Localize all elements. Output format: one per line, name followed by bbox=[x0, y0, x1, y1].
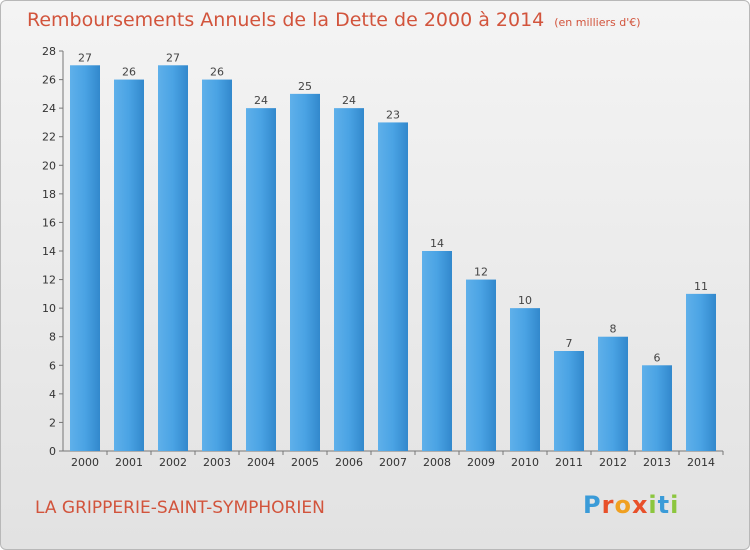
bar bbox=[422, 251, 452, 451]
x-tick-label: 2003 bbox=[203, 456, 231, 469]
data-label: 26 bbox=[122, 66, 136, 79]
proxiti-logo: Proxiti bbox=[583, 491, 679, 519]
data-label: 24 bbox=[342, 94, 356, 107]
data-label: 23 bbox=[386, 108, 400, 121]
y-tick-label: 2 bbox=[49, 416, 56, 429]
y-tick-label: 22 bbox=[42, 131, 56, 144]
bar bbox=[598, 336, 628, 451]
y-tick-label: 16 bbox=[42, 216, 56, 229]
x-tick-label: 2004 bbox=[247, 456, 275, 469]
x-tick-label: 2001 bbox=[115, 456, 143, 469]
y-tick-label: 0 bbox=[49, 445, 56, 458]
data-label: 26 bbox=[210, 66, 224, 79]
x-tick-label: 2006 bbox=[335, 456, 363, 469]
logo-letter: i bbox=[648, 491, 658, 519]
logo-letter: P bbox=[583, 491, 602, 519]
data-label: 8 bbox=[610, 323, 617, 336]
bar bbox=[510, 308, 540, 451]
x-tick-label: 2010 bbox=[511, 456, 539, 469]
y-tick-label: 20 bbox=[42, 159, 56, 172]
bar bbox=[290, 93, 320, 451]
data-label: 12 bbox=[474, 266, 488, 279]
y-tick-label: 12 bbox=[42, 274, 56, 287]
data-labels: 27 26 27 26 24 25 24 23 14 12 10 7 8 6 11 bbox=[78, 51, 708, 364]
chart-title-text: Remboursements Annuels de la Dette de 20… bbox=[27, 9, 545, 31]
x-tick-label: 2002 bbox=[159, 456, 187, 469]
logo-letter: r bbox=[601, 491, 615, 519]
chart-title: Remboursements Annuels de la Dette de 20… bbox=[27, 9, 641, 31]
y-tick-label: 28 bbox=[42, 45, 56, 58]
commune-name: LA GRIPPERIE-SAINT-SYMPHORIEN bbox=[35, 498, 325, 518]
data-label: 24 bbox=[254, 94, 268, 107]
y-tick-label: 6 bbox=[49, 359, 56, 372]
data-label: 6 bbox=[654, 351, 661, 364]
bar bbox=[246, 108, 276, 452]
logo-letter: x bbox=[631, 491, 649, 519]
x-tick-label: 2008 bbox=[423, 456, 451, 469]
x-tick-label: 2013 bbox=[643, 456, 671, 469]
y-tick-label: 24 bbox=[42, 102, 56, 115]
chart-unit: (en milliers d'€) bbox=[554, 16, 641, 29]
bar bbox=[158, 65, 188, 452]
y-tick-label: 26 bbox=[42, 74, 56, 87]
bar bbox=[554, 351, 584, 451]
data-label: 27 bbox=[78, 51, 92, 64]
data-label: 11 bbox=[694, 280, 708, 293]
data-label: 14 bbox=[430, 237, 444, 250]
data-label: 7 bbox=[566, 337, 573, 350]
y-tick-label: 8 bbox=[49, 331, 56, 344]
x-tick-label: 2005 bbox=[291, 456, 319, 469]
bar bbox=[466, 279, 496, 451]
y-tick-label: 18 bbox=[42, 188, 56, 201]
bar bbox=[686, 293, 716, 451]
bar bbox=[70, 65, 100, 452]
data-label: 25 bbox=[298, 80, 312, 93]
x-tick-label: 2000 bbox=[71, 456, 99, 469]
x-tick-label: 2014 bbox=[687, 456, 715, 469]
bar bbox=[642, 365, 672, 451]
x-tick-label: 2011 bbox=[555, 456, 583, 469]
logo-letter: t bbox=[657, 491, 671, 519]
logo-letter: o bbox=[614, 491, 632, 519]
y-tick-label: 10 bbox=[42, 302, 56, 315]
data-label: 27 bbox=[166, 51, 180, 64]
bars bbox=[70, 65, 716, 452]
bar bbox=[334, 108, 364, 452]
y-tick-label: 14 bbox=[42, 245, 56, 258]
bar bbox=[114, 79, 144, 452]
x-tick-label: 2009 bbox=[467, 456, 495, 469]
bar bbox=[378, 122, 408, 451]
bar bbox=[202, 79, 232, 452]
x-tick-label: 2012 bbox=[599, 456, 627, 469]
data-label: 10 bbox=[518, 294, 532, 307]
logo-letter: i bbox=[670, 491, 680, 519]
x-tick-label: 2007 bbox=[379, 456, 407, 469]
y-tick-label: 4 bbox=[49, 388, 56, 401]
